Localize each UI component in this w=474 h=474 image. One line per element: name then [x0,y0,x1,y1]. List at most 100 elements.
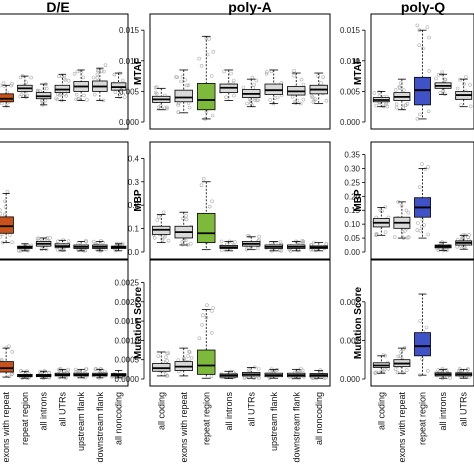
x-tick-label-polyA: repeat region [201,392,211,445]
data-point [455,86,460,91]
data-point [211,306,215,310]
data-point [253,98,257,102]
y-axis-title: MTAF [133,58,144,85]
data-point [392,235,397,239]
data-point [85,97,89,102]
data-point [427,35,431,40]
box-highlighted [414,332,431,357]
data-point [374,232,379,237]
y-tick-label: 0.0005 [115,356,140,365]
data-point [300,368,305,373]
data-point [187,105,192,110]
x-tick-label-de: upstream flank [76,392,86,452]
data-point [211,49,216,54]
x-tick-label-de: repeat region [20,392,30,445]
y-tick-label: 0.0000 [115,375,140,384]
panel-frame [0,13,129,130]
data-point [466,367,470,371]
data-point [394,105,399,110]
data-point [44,86,49,91]
data-point [210,199,214,204]
data-point [58,366,63,371]
data-point [417,43,422,48]
panel-plot-area [0,189,127,253]
data-point [290,95,295,99]
data-point [299,366,303,371]
data-point [254,98,259,103]
panel-plot-area [372,293,473,381]
data-point [438,91,443,95]
panel-plot-area [151,176,329,253]
y-tick-label: 0.25 [344,178,360,187]
data-point [205,303,209,308]
data-point [426,232,431,237]
data-point [246,234,250,238]
data-point [186,354,190,358]
data-point [256,367,261,371]
panel-frame [0,141,129,260]
data-point [166,351,171,355]
panel-plot-area [152,303,328,380]
data-point [100,69,104,73]
data-point [166,238,171,243]
data-point [165,106,169,111]
data-point [201,313,205,317]
data-point [103,63,108,67]
x-tick-label-polyA: upstream flank [269,392,279,452]
data-point [440,366,445,371]
data-point [393,367,398,372]
data-point [210,309,214,313]
x-tick-label-polyA: downstream flank [291,392,301,463]
y-tick-label: 0.20 [344,192,360,201]
y-tick-label: 0.000 [340,118,361,127]
data-point [231,78,236,83]
data-point [440,70,445,74]
data-point [155,218,160,222]
data-point [99,238,103,243]
y-tick-label: 0.00 [344,248,360,257]
y-tick-label: 0.010 [119,57,140,66]
data-point [61,248,66,252]
data-point [220,248,224,253]
data-point [57,93,62,97]
data-point [268,98,273,102]
data-point [292,68,296,73]
data-point [10,240,14,244]
data-point [310,95,315,100]
data-point [373,371,378,375]
data-point [301,240,305,245]
data-point [152,236,157,240]
data-point [165,105,169,110]
data-point [175,75,179,79]
panel-de_mut [0,259,129,387]
data-point [403,229,407,233]
y-tick-label: 0.3 [128,178,140,187]
data-point [82,93,86,98]
data-point [8,233,12,237]
data-point [468,104,473,109]
data-point [180,74,185,79]
data-point [468,83,472,87]
data-point [66,78,71,83]
y-tick-label: 0.0 [128,248,140,257]
data-point [418,229,423,233]
data-point [319,81,323,85]
data-point [460,236,465,240]
data-point [161,210,166,215]
data-point [257,234,261,239]
data-point [207,204,212,209]
data-point [378,208,383,213]
data-point [81,75,86,80]
y-axis-title: MBP [353,189,364,212]
y-tick-label: 0.015 [340,26,361,35]
data-point [458,78,462,82]
data-point [278,240,283,244]
panels-group: D/E poly-A0.0000.0050.0100.015MTAF0.00.10… [0,0,474,387]
panel-plot-area [372,162,473,253]
box-highlighted [197,349,216,375]
y-tick-label: 0.35 [344,151,360,160]
column-title: D/E [46,0,69,15]
data-point [9,372,14,377]
